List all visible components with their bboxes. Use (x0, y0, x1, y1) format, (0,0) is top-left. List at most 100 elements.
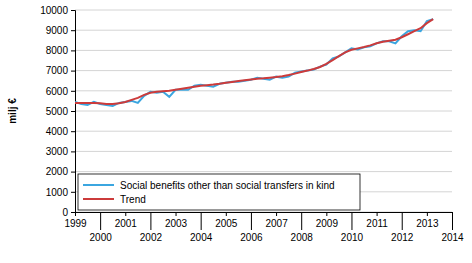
y-tick-mark (71, 111, 75, 112)
legend-label: Trend (120, 194, 146, 205)
legend-swatch (83, 198, 114, 200)
x-tick-mark (125, 212, 126, 216)
x-tick: 2007 (265, 212, 288, 229)
x-tick-label: 2012 (391, 232, 414, 243)
grid-line (75, 171, 452, 172)
grid-line (75, 50, 452, 51)
x-axis-line (76, 213, 453, 217)
legend-box (78, 174, 360, 210)
x-tick: 2001 (115, 212, 138, 229)
x-tick: 2009 (316, 212, 339, 229)
x-tick-label: 2014 (441, 232, 464, 243)
y-tick: 9000 (46, 25, 75, 36)
y-tick: 0 (62, 207, 75, 218)
y-tick-mark (71, 172, 75, 173)
x-tick-label: 2013 (416, 218, 439, 229)
y-axis-title: milj € (7, 98, 18, 124)
y-tick-label: 3000 (46, 146, 69, 157)
y-tick-label: 7000 (46, 65, 69, 76)
x-tick-label: 2009 (316, 218, 339, 229)
x-tick: 2005 (215, 212, 238, 229)
x-tick-mark (75, 212, 76, 216)
x-tick-label: 2011 (366, 218, 388, 229)
x-tick: 2000 (90, 212, 113, 243)
legend-label: Social benefits other than social transf… (120, 180, 335, 191)
x-tick-mark (402, 212, 403, 230)
legend: Social benefits other than social transf… (78, 174, 360, 210)
x-tick-mark (301, 212, 302, 230)
grid-line (75, 70, 452, 71)
x-tick-mark (150, 212, 151, 230)
x-tick-mark (251, 212, 252, 230)
x-tick-label: 2007 (265, 218, 288, 229)
y-tick: 6000 (46, 86, 75, 97)
grid-line (75, 151, 452, 152)
y-tick: 8000 (46, 45, 75, 56)
y-tick: 10000 (40, 5, 75, 16)
y-tick: 4000 (46, 126, 75, 137)
x-tick: 2014 (441, 212, 464, 243)
x-tick-label: 2008 (291, 232, 314, 243)
x-tick: 2003 (165, 212, 188, 229)
x-tick-mark (176, 212, 177, 216)
x-tick-label: 2002 (140, 232, 163, 243)
y-tick-label: 4000 (46, 126, 69, 137)
x-tick: 2008 (291, 212, 314, 243)
grid-line (75, 90, 452, 91)
y-tick-label: 10000 (40, 5, 68, 16)
y-tick-mark (71, 71, 75, 72)
x-tick: 2013 (416, 212, 439, 229)
y-tick: 7000 (46, 65, 75, 76)
x-tick-mark (226, 212, 227, 216)
x-tick-label: 1999 (64, 218, 87, 229)
grid (75, 10, 452, 212)
grid-line (75, 10, 452, 11)
grid-line (75, 131, 452, 132)
x-tick-mark (351, 212, 352, 230)
y-tick-mark (71, 10, 75, 11)
y-tick-label: 0 (62, 207, 68, 218)
x-axis: 1999200020012002200320042005200620072008… (64, 212, 464, 243)
chart: 0 1000 2000 3000 4000 5000 6000 7000 8000 9000 100… (0, 0, 472, 263)
y-tick-label: 2000 (46, 166, 69, 177)
x-tick: 1999 (64, 212, 87, 229)
grid-line (75, 111, 452, 112)
x-tick-mark (201, 212, 202, 230)
y-tick: 3000 (46, 146, 75, 157)
x-tick: 2010 (341, 212, 364, 243)
y-tick-mark (71, 151, 75, 152)
y-tick: 2000 (46, 166, 75, 177)
x-tick-label: 2006 (240, 232, 263, 243)
y-tick-label: 6000 (46, 86, 69, 97)
plot: 0 1000 2000 3000 4000 5000 6000 7000 8000 9000 100… (40, 5, 464, 243)
grid-line (75, 30, 452, 31)
y-tick-mark (71, 192, 75, 193)
x-tick: 2012 (391, 212, 414, 243)
x-tick-label: 2001 (115, 218, 138, 229)
x-tick-label: 2000 (90, 232, 113, 243)
x-tick-mark (427, 212, 428, 216)
x-tick-mark (326, 212, 327, 216)
y-tick: 5000 (46, 106, 75, 117)
series-line (75, 19, 433, 106)
x-tick: 2002 (140, 212, 163, 243)
x-tick-label: 2003 (165, 218, 188, 229)
y-tick-label: 9000 (46, 25, 69, 36)
y-axis: 0 1000 2000 3000 4000 5000 6000 7000 8000 9000 100… (40, 5, 75, 218)
x-tick-mark (100, 212, 101, 230)
legend-swatch (83, 184, 114, 186)
lines (75, 19, 433, 106)
x-tick: 2006 (240, 212, 263, 243)
x-tick-label: 2010 (341, 232, 364, 243)
y-tick-mark (71, 50, 75, 51)
x-tick-mark (276, 212, 277, 216)
y-tick-mark (71, 131, 75, 132)
x-tick-mark (377, 212, 378, 216)
x-tick: 2004 (190, 212, 213, 243)
y-axis-line (71, 11, 76, 213)
y-tick-label: 5000 (46, 106, 69, 117)
y-tick: 1000 (46, 187, 75, 198)
x-tick-label: 2004 (190, 232, 213, 243)
series-line (75, 19, 433, 104)
y-tick-mark (71, 30, 75, 31)
